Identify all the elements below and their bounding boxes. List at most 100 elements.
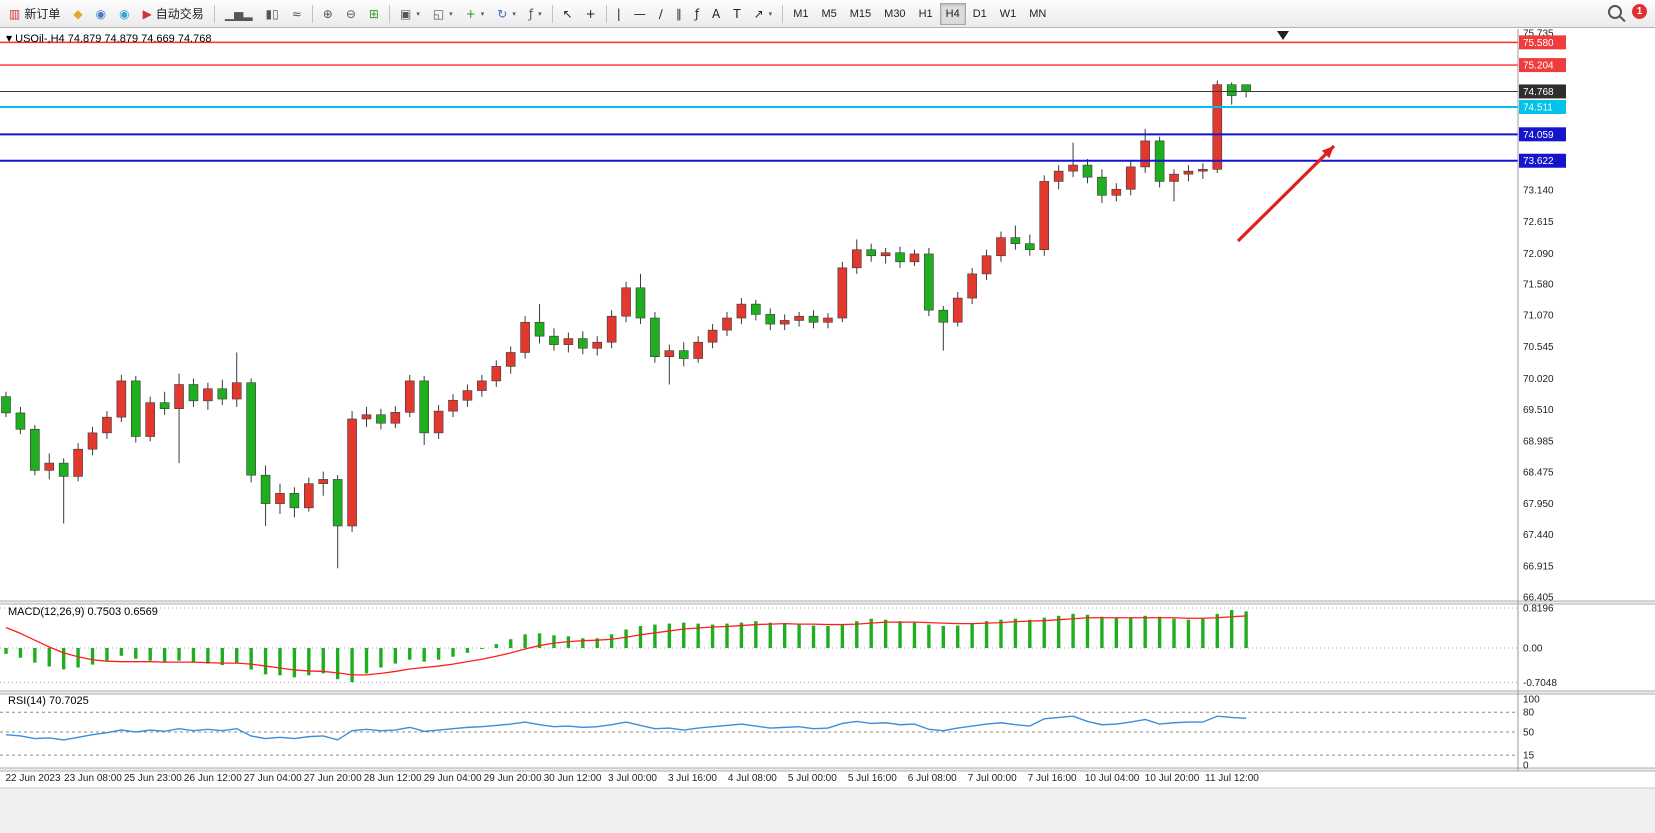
dropdown-caret-icon[interactable]: ▾ — [512, 9, 516, 18]
dropdown-caret-icon[interactable]: ▾ — [480, 9, 485, 18]
new-chart-button[interactable]: + ▾ — [460, 2, 491, 26]
timeframe-d1-button[interactable]: D1 — [972, 7, 987, 20]
community-button[interactable]: ◉ — [113, 2, 135, 26]
candle-body-up — [909, 253, 920, 263]
cursor-tool-button[interactable]: ↖ — [557, 2, 579, 26]
candle-body-up — [563, 338, 574, 345]
zoom-in-button[interactable]: ⊕ — [317, 2, 339, 26]
candle-body-down — [376, 414, 386, 424]
tile-windows-button[interactable]: ⊞ — [363, 2, 385, 26]
macd-indicator-label: MACD(12,26,9) 0.7503 0.6569 — [8, 606, 158, 618]
cursor-tool-icon: ↖ — [562, 6, 573, 21]
candle-body-up — [520, 321, 530, 353]
candle-body-down — [188, 384, 199, 402]
candle-body-up — [361, 414, 372, 420]
autotrading-button[interactable]: ▶ 自动交易 — [137, 2, 210, 26]
trendline-tool-button[interactable]: ∕ — [653, 2, 669, 26]
candle-body-up — [851, 249, 862, 269]
panel-separator[interactable] — [0, 691, 1655, 694]
candle-body-up — [621, 287, 631, 317]
candle-body-up — [794, 315, 804, 321]
label-tool-button[interactable]: T — [727, 2, 746, 26]
timeframe-m1-button[interactable]: M1 — [793, 7, 809, 20]
new-order-button[interactable]: ▥ 新订单 — [3, 2, 66, 26]
candle-body-down — [1, 396, 11, 414]
timeframe-mn-button[interactable]: MN — [1029, 7, 1047, 20]
time-axis-label: 7 Jul 16:00 — [1028, 773, 1077, 784]
timeframe-m15-button[interactable]: M15 — [849, 7, 872, 20]
candle-body-down — [419, 380, 429, 434]
toolbar-separator — [605, 4, 607, 23]
text-tool-button[interactable]: A — [706, 2, 726, 26]
search-icon[interactable] — [1608, 4, 1622, 19]
macd-axis-label: 0.8196 — [1523, 604, 1554, 615]
timeframe-m5-button[interactable]: M5 — [821, 7, 837, 20]
autotrading-icon: ▶ — [142, 6, 152, 21]
panel-separator[interactable] — [0, 601, 1655, 604]
price-axis-label: 67.950 — [1523, 499, 1554, 510]
candle-body-up — [996, 237, 1006, 257]
candle-body-up — [880, 252, 891, 257]
candle-body-up — [231, 382, 242, 400]
trend-arrow-annotation[interactable] — [1236, 144, 1336, 243]
candle-body-up — [318, 479, 329, 484]
dropdown-caret-icon[interactable]: ▾ — [768, 9, 773, 18]
timeframe-m30-button[interactable]: M30 — [884, 7, 906, 20]
dropdown-caret-icon[interactable]: ▾ — [538, 9, 542, 18]
fibonacci-tool-button[interactable]: ƒ — [689, 2, 705, 26]
timeframe-w1-button[interactable]: W1 — [999, 7, 1017, 20]
toolbar-separator — [213, 4, 215, 23]
candle-body-down — [866, 249, 877, 257]
notification-badge[interactable]: 1 — [1632, 4, 1647, 19]
time-axis-label: 4 Jul 08:00 — [728, 773, 777, 784]
charts-profile-button[interactable]: ◆ — [67, 2, 88, 26]
community-icon: ◉ — [119, 6, 130, 21]
horizontal-line-tool-button[interactable]: — — [628, 2, 652, 26]
price-axis-label: 72.615 — [1523, 217, 1554, 228]
crosshair-tool-button[interactable]: + — [580, 2, 602, 26]
candle-body-up — [390, 412, 401, 424]
candle-body-down — [650, 317, 660, 358]
line-chart-button[interactable]: ≈ — [286, 2, 308, 26]
candle-body-down — [924, 253, 934, 311]
collapse-triangle-icon[interactable]: ▼ — [6, 34, 13, 43]
candle-body-up — [203, 388, 213, 402]
vertical-line-tool-button[interactable]: | — [611, 2, 627, 26]
candle-body-up — [981, 255, 992, 275]
bar-chart-button[interactable]: ▁▅▂ — [219, 2, 259, 26]
channel-tool-button[interactable]: ∥ — [670, 2, 688, 26]
time-axis-label: 3 Jul 00:00 — [608, 773, 657, 784]
macd-signal-line — [5, 615, 1247, 676]
candle-body-down — [1241, 84, 1251, 92]
price-axis-label: 75.735 — [1523, 29, 1554, 40]
chart-shift-marker-icon[interactable] — [1277, 31, 1289, 40]
arrange-windows-button[interactable]: ▣ ▾ — [394, 2, 426, 26]
candle-body-down — [895, 252, 905, 263]
price-tag — [1519, 127, 1566, 142]
price-tag — [1519, 84, 1566, 99]
timeframe-h4-button[interactable]: H4 — [939, 2, 966, 25]
autotrading-button-label: 自动交易 — [155, 7, 204, 21]
periods-button[interactable]: ↻ ▾ — [491, 2, 522, 26]
toolbar-right: 1 — [1608, 4, 1647, 19]
indicators-button[interactable]: ƒ ▾ — [523, 2, 548, 26]
candlestick-chart-button[interactable]: ▮▯ — [260, 2, 285, 26]
panel-separator[interactable] — [0, 768, 1655, 771]
candle-body-down — [15, 412, 26, 430]
shapes-tool-button[interactable]: ↗ ▾ — [748, 2, 779, 26]
fibonacci-tool-icon: ƒ — [694, 6, 700, 21]
dropdown-caret-icon[interactable]: ▾ — [416, 9, 420, 18]
timeframe-h1-button[interactable]: H1 — [918, 7, 933, 20]
candle-body-down — [1025, 243, 1035, 251]
candle-body-up — [87, 432, 98, 450]
rsi-axis-label: 50 — [1523, 728, 1535, 739]
dropdown-caret-icon[interactable]: ▾ — [449, 9, 453, 18]
profile-button[interactable]: ◉ — [90, 2, 112, 26]
candle-body-down — [1010, 237, 1021, 244]
candle-body-up — [722, 317, 732, 331]
time-axis-label: 5 Jul 00:00 — [788, 773, 837, 784]
zoom-out-icon: ⊖ — [345, 6, 356, 21]
cascade-windows-button[interactable]: ◱ ▾ — [427, 2, 459, 26]
zoom-out-button[interactable]: ⊖ — [340, 2, 362, 26]
